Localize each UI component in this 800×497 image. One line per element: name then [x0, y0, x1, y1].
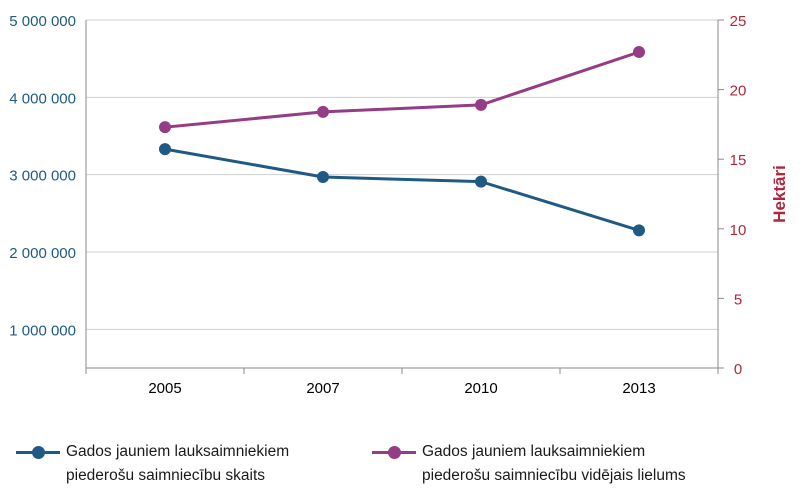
chart-svg: 1 000 000 2 000 000 3 000 000 4 000 000 5 00…	[9, 13, 789, 397]
x-tick-label: 2005	[148, 380, 181, 397]
left-tick-label: 2 000 000	[9, 245, 76, 262]
left-tick-label: 1 000 000	[9, 322, 76, 339]
legend-marker-count	[32, 446, 45, 459]
data-point-2-2010	[475, 98, 487, 111]
data-point-2-2007	[317, 105, 329, 118]
data-point-2-2013	[633, 46, 645, 59]
series-layer	[159, 46, 645, 237]
right-tick-label: 0	[734, 361, 742, 378]
legend-item-count: Gados jauniem lauksaimniekiem piederošu …	[16, 440, 356, 488]
legend-label-count: Gados jauniem lauksaimniekiem piederošu …	[66, 443, 290, 484]
left-axis-ticks: 1 000 000 2 000 000 3 000 000 4 000 000 5 00…	[9, 13, 76, 339]
legend-swatch-size	[372, 440, 416, 464]
x-axis-ticks: 2005 2007 2010 2013	[148, 380, 655, 397]
legend-label-size: Gados jauniem lauksaimniekiem piederošu …	[422, 443, 686, 484]
x-tick-label: 2007	[306, 380, 339, 397]
legend-swatch-count	[16, 440, 60, 464]
series-line-1	[164, 147, 640, 232]
data-point-1-2013	[633, 224, 645, 237]
legend-item-size: Gados jauniem lauksaimniekiem piederošu …	[372, 440, 712, 488]
legend-marker-size	[388, 446, 401, 459]
right-tick-label: 10	[730, 222, 747, 239]
data-point-2-2005	[159, 121, 171, 134]
right-tick-label: 15	[730, 152, 747, 169]
left-tick-label: 5 000 000	[9, 13, 76, 30]
right-tick-label: 20	[730, 83, 747, 100]
right-axis-title: Hektāri	[770, 165, 789, 223]
series-line-2	[164, 50, 640, 129]
left-tick-label: 4 000 000	[9, 90, 76, 107]
x-tick-label: 2013	[622, 380, 655, 397]
data-point-1-2007	[317, 170, 329, 183]
x-tick-label: 2010	[464, 380, 497, 397]
axes	[85, 19, 724, 374]
data-point-1-2005	[159, 143, 171, 156]
right-axis-ticks: 0 5 10 15 20 25	[730, 13, 747, 378]
left-tick-label: 3 000 000	[9, 168, 76, 185]
right-tick-label: 25	[730, 13, 747, 30]
gridlines	[86, 19, 718, 330]
data-point-1-2010	[475, 175, 487, 188]
right-tick-label: 5	[734, 291, 742, 308]
